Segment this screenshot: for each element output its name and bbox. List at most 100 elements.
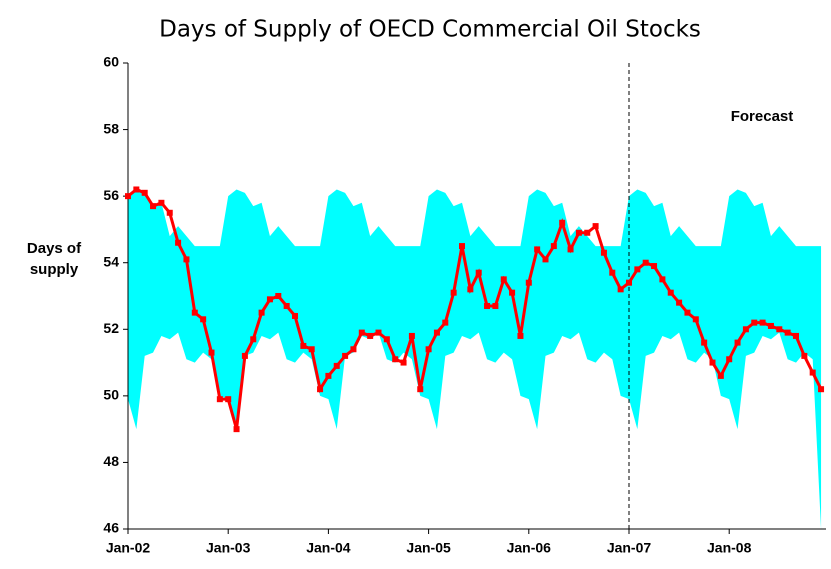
- x-tick-label: Jan-06: [507, 540, 552, 556]
- data-point: [250, 336, 257, 343]
- data-point: [684, 309, 691, 316]
- data-point: [342, 352, 349, 359]
- x-tick-label: Jan-02: [106, 540, 151, 556]
- data-point: [726, 356, 733, 363]
- data-point: [383, 336, 390, 343]
- data-point: [759, 319, 766, 326]
- data-point: [609, 269, 616, 276]
- data-point: [500, 276, 507, 283]
- data-point: [801, 352, 808, 359]
- data-point: [776, 326, 783, 333]
- data-point: [592, 223, 599, 230]
- data-point: [275, 293, 282, 299]
- x-tick-label: Jan-05: [406, 540, 451, 556]
- data-point: [200, 316, 207, 323]
- data-point: [350, 346, 357, 353]
- data-point: [283, 302, 290, 309]
- data-point: [676, 299, 683, 306]
- data-point: [191, 309, 198, 316]
- data-point: [241, 352, 248, 359]
- data-point: [166, 209, 173, 216]
- y-tick-label: 60: [103, 54, 119, 70]
- data-point: [183, 256, 190, 263]
- data-point: [484, 302, 491, 309]
- y-axis-label: Days of supply: [26, 240, 82, 278]
- data-point: [517, 332, 524, 339]
- data-point: [308, 346, 315, 353]
- data-point: [751, 319, 758, 326]
- data-point: [634, 266, 641, 273]
- data-point: [659, 276, 666, 283]
- data-point: [450, 289, 457, 296]
- data-point: [567, 246, 574, 253]
- data-point: [467, 286, 474, 293]
- data-point: [575, 229, 582, 236]
- chart-title: Days of Supply of OECD Commercial Oil St…: [159, 17, 701, 43]
- x-tick-label: Jan-04: [306, 540, 351, 556]
- data-point: [425, 346, 432, 353]
- data-point: [400, 359, 407, 366]
- y-tick-label: 54: [103, 253, 119, 269]
- y-tick-label: 50: [103, 387, 119, 403]
- data-point: [408, 332, 415, 339]
- data-point: [767, 322, 774, 329]
- data-point: [300, 342, 307, 349]
- data-point: [492, 302, 499, 309]
- data-point: [709, 359, 716, 366]
- data-point: [358, 329, 365, 336]
- data-point: [175, 239, 182, 246]
- y-tick-label: 52: [103, 320, 119, 336]
- data-point: [525, 279, 532, 286]
- data-point: [325, 372, 332, 379]
- x-tick-label: Jan-03: [206, 540, 251, 556]
- data-point: [208, 349, 215, 356]
- data-point: [742, 326, 749, 333]
- data-point: [266, 296, 273, 303]
- data-point: [367, 332, 374, 339]
- data-point: [317, 386, 324, 393]
- data-point: [818, 386, 825, 393]
- x-tick-label: Jan-07: [607, 540, 652, 556]
- data-point: [158, 199, 165, 206]
- data-point: [292, 312, 298, 319]
- data-point: [442, 319, 449, 326]
- y-tick-label: 48: [103, 453, 119, 469]
- data-point: [701, 339, 708, 346]
- data-point: [784, 329, 791, 336]
- y-tick-label: 46: [103, 520, 119, 536]
- data-point: [584, 229, 591, 236]
- data-point: [258, 309, 265, 316]
- data-point: [617, 286, 624, 293]
- data-point: [150, 203, 157, 210]
- data-point: [125, 193, 131, 200]
- data-point: [692, 316, 699, 323]
- data-point: [475, 269, 482, 276]
- data-point: [133, 186, 140, 193]
- data-point: [559, 219, 566, 226]
- data-line: [127, 187, 823, 430]
- x-tick-label: Jan-08: [707, 540, 752, 556]
- y-tick-label: 56: [103, 187, 119, 203]
- data-point: [375, 329, 382, 336]
- data-point: [233, 426, 240, 433]
- data-point: [433, 329, 440, 336]
- range-band: [128, 189, 822, 529]
- data-point: [651, 263, 658, 270]
- data-point: [542, 256, 549, 263]
- data-point: [141, 189, 148, 196]
- data-point: [392, 356, 399, 363]
- data-point: [509, 289, 516, 296]
- data-point: [459, 243, 465, 250]
- data-point: [717, 372, 724, 379]
- annotation: Forecast: [731, 108, 794, 125]
- data-point: [809, 369, 816, 376]
- data-point: [216, 396, 223, 403]
- data-point: [626, 279, 632, 286]
- data-point: [642, 259, 649, 266]
- data-point: [667, 289, 674, 296]
- data-point: [793, 332, 799, 339]
- data-point: [734, 339, 741, 346]
- data-point: [417, 386, 424, 393]
